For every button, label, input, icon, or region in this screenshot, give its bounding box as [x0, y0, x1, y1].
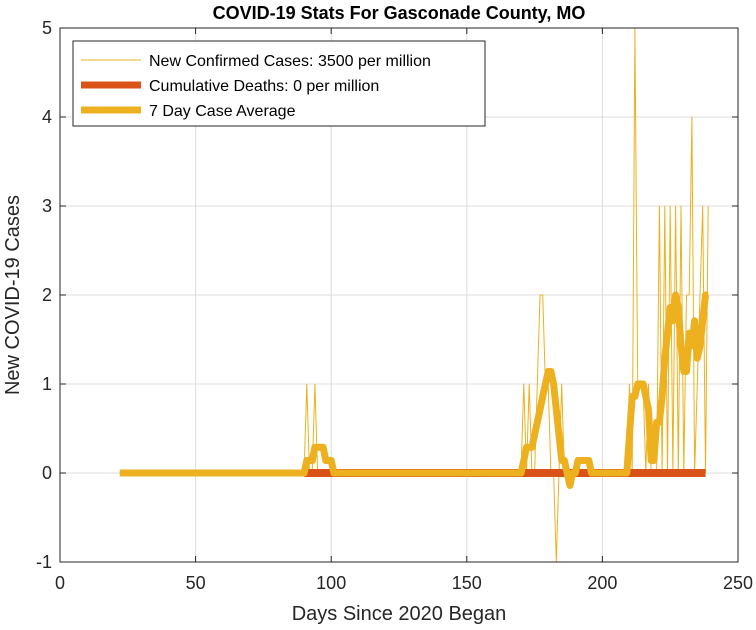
x-tick-label: 0 — [55, 573, 65, 593]
x-axis-label: Days Since 2020 Began — [292, 603, 507, 625]
x-tick-label: 100 — [316, 573, 346, 593]
y-tick-label: 3 — [42, 196, 52, 216]
y-tick-label: 0 — [42, 463, 52, 483]
x-tick-label: 50 — [186, 573, 206, 593]
y-axis-label: New COVID-19 Cases — [2, 195, 24, 395]
legend-entry-2: Cumulative Deaths: 0 per million — [149, 78, 379, 95]
chart-title: COVID-19 Stats For Gasconade County, MO — [213, 3, 586, 23]
y-tick-label: -1 — [36, 552, 52, 572]
y-tick-label: 2 — [42, 285, 52, 305]
y-tick-label: 4 — [42, 107, 52, 127]
x-tick-label: 200 — [587, 573, 617, 593]
series-line-3 — [119, 291, 709, 489]
legend-box — [72, 40, 486, 127]
y-tick-label: 1 — [42, 374, 52, 394]
x-tick-label: 150 — [452, 573, 482, 593]
y-tick-label: 5 — [42, 18, 52, 38]
legend-entry-3: 7 Day Case Average — [149, 103, 296, 120]
series-layer — [119, 27, 709, 563]
legend-entry-1: New Confirmed Cases: 3500 per million — [149, 53, 431, 70]
legend: New Confirmed Cases: 3500 per million Cum… — [72, 40, 486, 127]
x-tick-label: 250 — [723, 573, 753, 593]
